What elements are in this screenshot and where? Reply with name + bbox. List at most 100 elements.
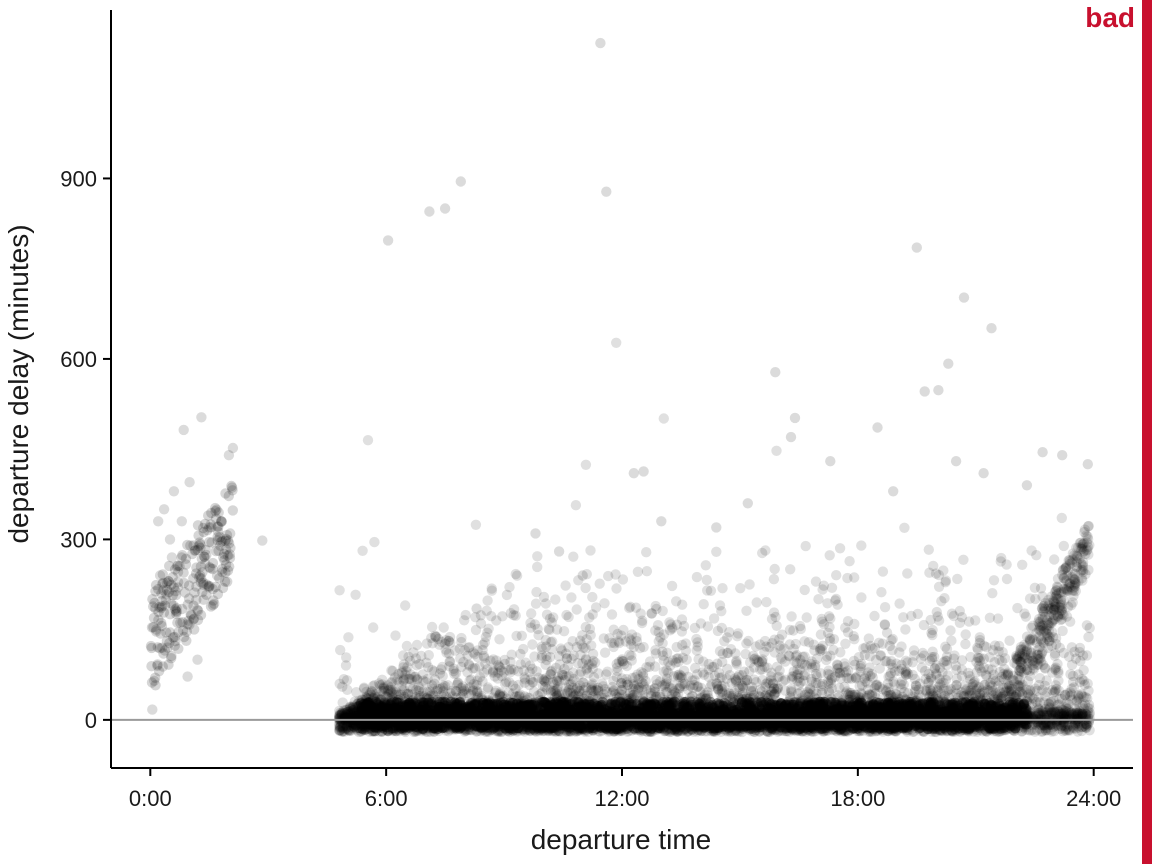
data-point	[386, 706, 397, 717]
data-point	[413, 723, 425, 734]
data-point	[567, 636, 578, 647]
data-point	[844, 715, 855, 727]
data-point	[823, 678, 834, 689]
data-point	[370, 710, 381, 721]
data-point	[656, 718, 667, 729]
data-point	[800, 540, 811, 552]
data-point	[424, 720, 435, 731]
data-point	[478, 708, 489, 719]
data-point	[565, 703, 577, 715]
data-point	[453, 709, 464, 720]
data-point	[776, 629, 788, 640]
data-point	[945, 722, 956, 733]
data-point	[875, 722, 887, 733]
data-point	[885, 709, 896, 721]
data-point	[610, 688, 621, 700]
data-point	[343, 632, 354, 643]
data-point	[670, 708, 681, 719]
data-point	[797, 726, 808, 737]
data-point	[351, 706, 362, 717]
data-point	[1034, 653, 1046, 664]
data-point	[926, 706, 937, 717]
data-point	[637, 702, 648, 714]
data-point	[995, 556, 1006, 567]
data-point	[516, 723, 528, 735]
data-point	[689, 707, 700, 719]
data-point	[425, 718, 436, 729]
data-point	[1018, 705, 1029, 717]
data-point	[606, 609, 618, 620]
data-point	[499, 721, 510, 733]
data-point	[654, 691, 666, 703]
data-point	[470, 724, 481, 735]
data-point	[721, 690, 732, 701]
data-point	[1049, 554, 1060, 565]
data-point	[759, 661, 770, 672]
data-point	[1010, 689, 1022, 701]
data-point	[654, 723, 665, 734]
data-point	[532, 561, 543, 573]
data-point	[367, 725, 378, 737]
data-point	[617, 574, 629, 585]
data-point	[1031, 550, 1042, 561]
data-point	[369, 710, 380, 722]
data-point	[599, 647, 611, 658]
data-point	[653, 636, 664, 647]
data-point	[627, 683, 638, 694]
data-point	[530, 721, 542, 732]
data-point	[870, 726, 881, 737]
data-point	[590, 684, 602, 696]
data-point	[1061, 697, 1072, 708]
data-point	[1072, 721, 1084, 732]
data-point	[967, 708, 978, 720]
data-point	[557, 698, 568, 709]
data-point	[760, 545, 771, 556]
data-point	[868, 721, 880, 733]
status-bar	[1142, 0, 1152, 864]
data-point	[909, 706, 921, 717]
data-point	[597, 681, 609, 692]
data-point	[337, 707, 348, 718]
data-point	[825, 650, 836, 661]
data-point	[990, 708, 1001, 719]
data-point	[401, 640, 413, 652]
data-point	[1025, 710, 1037, 722]
data-point	[486, 585, 498, 596]
data-point	[408, 726, 420, 738]
data-point	[368, 721, 380, 732]
data-point	[580, 582, 591, 594]
data-point	[1066, 689, 1077, 700]
data-point	[987, 588, 998, 599]
data-point	[644, 697, 656, 708]
data-point	[663, 707, 674, 718]
data-point	[663, 705, 675, 717]
data-point	[955, 718, 966, 729]
data-point	[912, 710, 923, 721]
data-point	[365, 704, 376, 715]
data-point	[877, 566, 889, 577]
data-point	[481, 605, 492, 616]
data-point	[516, 710, 527, 721]
data-point	[587, 591, 598, 603]
data-point	[400, 600, 411, 611]
data-point	[544, 705, 555, 716]
data-point	[898, 722, 910, 733]
data-point	[386, 677, 397, 688]
data-point	[471, 725, 483, 737]
data-point	[621, 673, 632, 685]
data-point	[898, 706, 909, 717]
data-point	[525, 622, 537, 633]
data-point	[970, 615, 981, 626]
data-point	[700, 693, 711, 705]
data-point	[1053, 612, 1064, 623]
data-point	[987, 706, 998, 717]
data-point	[938, 677, 949, 688]
data-point	[761, 716, 772, 727]
data-point	[693, 720, 704, 731]
data-point	[444, 701, 455, 713]
data-point	[896, 713, 907, 724]
data-point	[568, 709, 580, 720]
data-point	[533, 708, 544, 720]
data-point	[818, 722, 829, 734]
data-point	[1011, 706, 1022, 718]
